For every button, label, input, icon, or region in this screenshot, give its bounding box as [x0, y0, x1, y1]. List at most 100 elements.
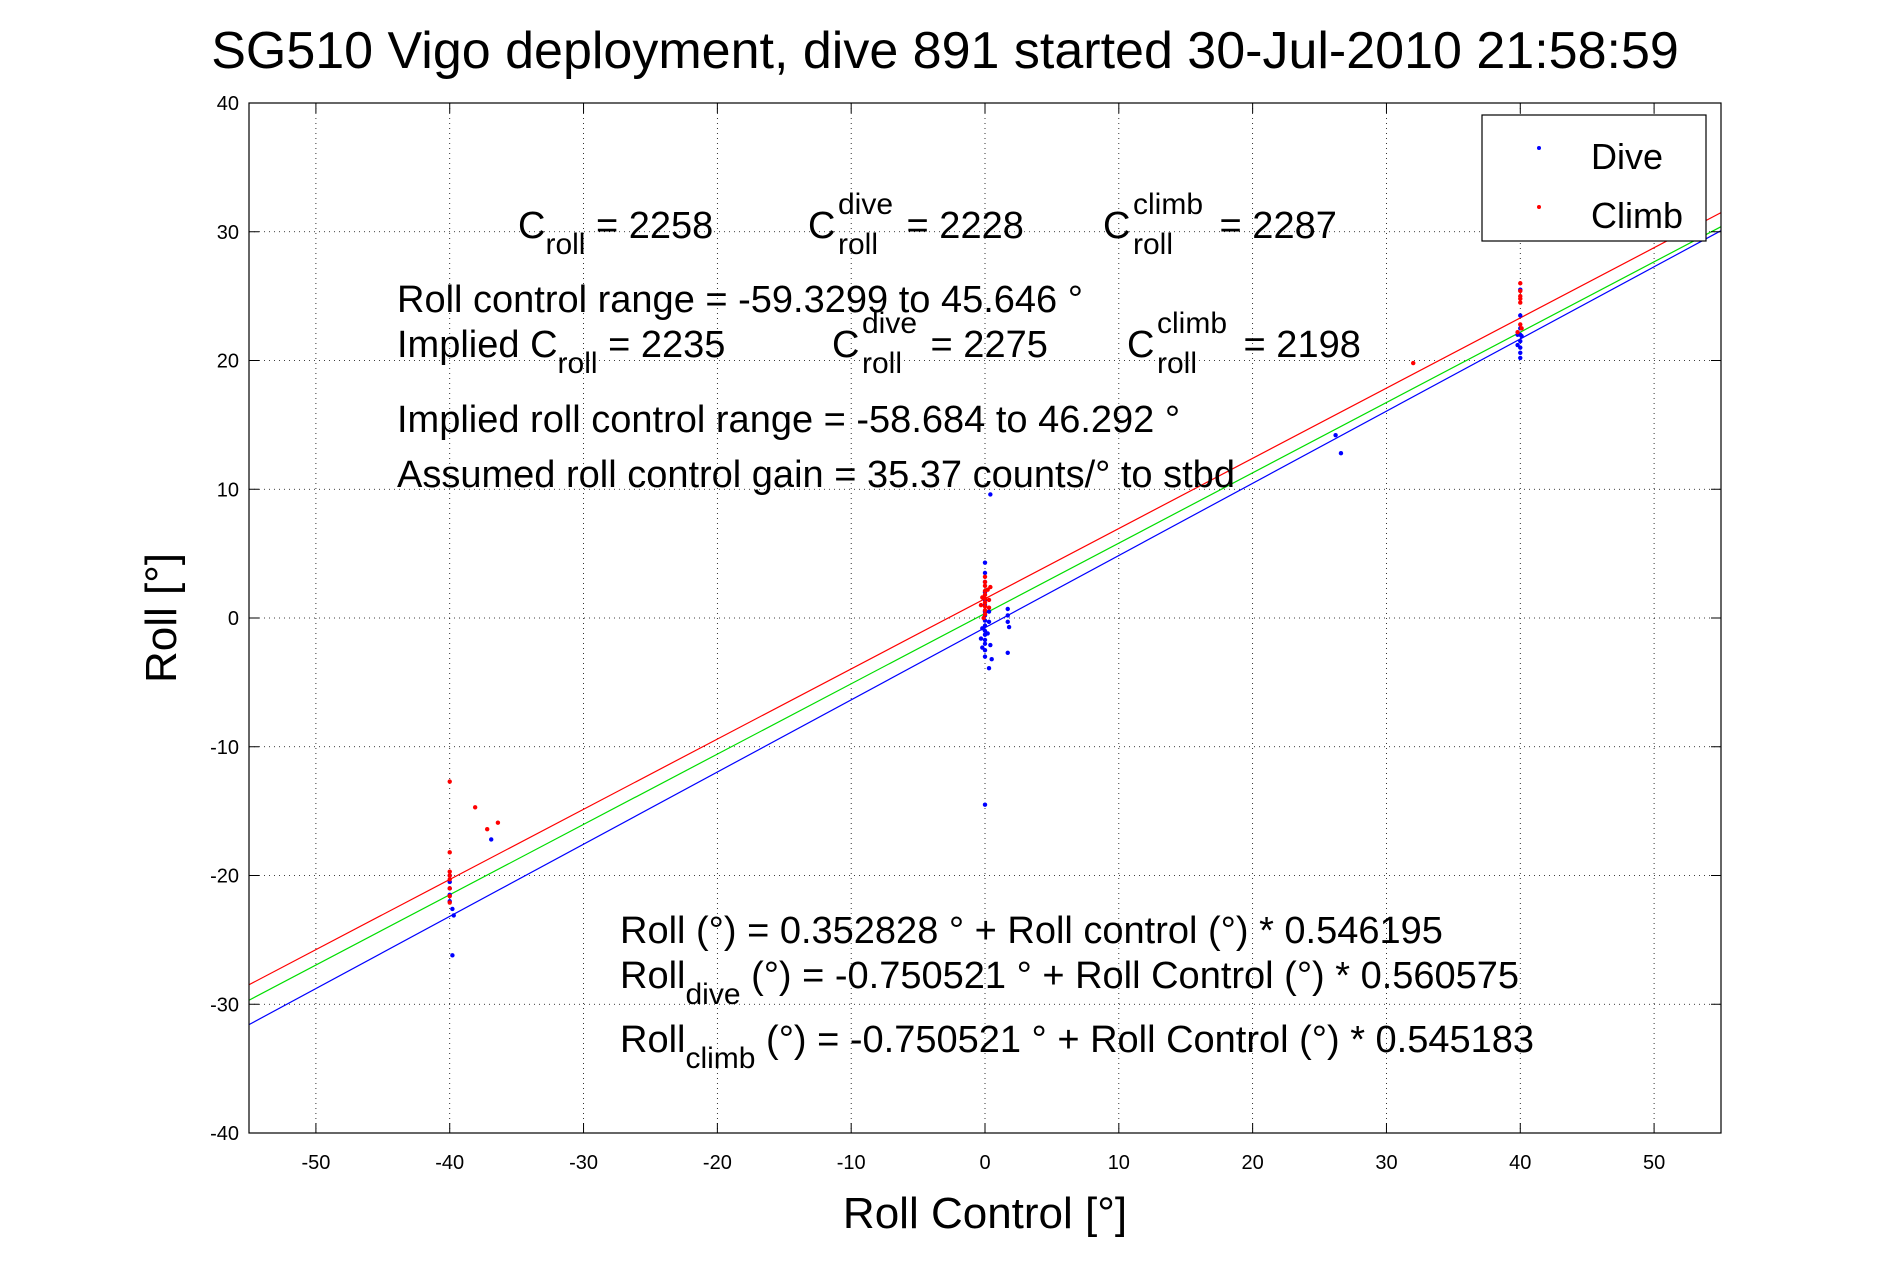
implied-range-text: Implied roll control range = -58.684 to …: [397, 399, 1180, 441]
c-roll-dive-1-sup: dive: [838, 188, 893, 221]
climb-point: [484, 826, 490, 832]
dive-point: [1515, 342, 1520, 348]
dive-point: [985, 631, 990, 636]
c-roll-climb-1-base: C: [1103, 205, 1130, 247]
fit-climb-rest: (°) = -0.750521 ° + Roll Control (°) * 0…: [755, 1019, 1534, 1061]
c-roll-dive-2-sup: dive: [862, 307, 917, 340]
x-tick-label: -50: [301, 1152, 330, 1174]
x-axis-title: Roll Control [°]: [843, 1189, 1127, 1238]
climb-point: [447, 900, 452, 905]
x-tick-label: -40: [435, 1152, 464, 1174]
c-roll-climb-1-value: = 2287: [1209, 205, 1337, 247]
climb-point: [982, 574, 988, 579]
climb-point: [982, 604, 988, 609]
dive-point: [1519, 333, 1524, 339]
climb-point: [986, 597, 992, 603]
dive-point: [1518, 355, 1523, 361]
dive-point: [1006, 624, 1012, 630]
svg-text:Implied Croll = 2235: Implied Croll = 2235: [397, 324, 725, 380]
fit-dive-rest: (°) = -0.750521 ° + Roll Control (°) * 0…: [741, 955, 1520, 997]
c-roll-1-sub: roll: [545, 228, 585, 261]
dive-point: [1005, 650, 1010, 655]
dive-point: [988, 642, 993, 648]
climb-point: [982, 579, 988, 585]
svg-text:Croll = 2258: Croll = 2258: [518, 205, 713, 261]
c-roll-climb-2-sub: roll: [1157, 347, 1197, 380]
dive-point: [1338, 451, 1344, 456]
c-roll-2-base: C: [530, 324, 557, 366]
c-roll-dive-2-sub: roll: [862, 347, 902, 380]
c-roll-dive-1-base: C: [808, 205, 835, 247]
dive-point: [1518, 338, 1523, 344]
dive-point: [986, 619, 992, 625]
dive-point: [1005, 613, 1010, 618]
dive-point: [1518, 313, 1523, 318]
data-points: [447, 281, 1524, 958]
svg-text:Crollclimb = 2198: Croll climb = 2198: [1127, 307, 1361, 380]
climb-point: [447, 779, 452, 784]
svg-text:Crolldive = 2275: Croll dive = 2275: [832, 307, 1048, 380]
climb-point: [447, 893, 452, 899]
dive-point: [1518, 350, 1523, 355]
climb-point: [1518, 300, 1523, 305]
climb-point: [495, 820, 501, 825]
fit-equation-overall: Roll (°) = 0.352828 ° + Roll control (°)…: [620, 910, 1443, 952]
x-tick-label: 30: [1375, 1152, 1397, 1174]
y-tick-label: 20: [217, 351, 239, 373]
x-tick-label: 20: [1242, 1152, 1264, 1174]
climb-point: [982, 600, 988, 605]
fit-climb-base: Roll: [620, 1019, 685, 1061]
climb-point: [1515, 329, 1520, 335]
dive-point: [986, 609, 992, 614]
y-tick-label: 0: [228, 608, 239, 630]
climb-point: [982, 608, 988, 613]
x-tick-label: 10: [1108, 1152, 1130, 1174]
climb-point: [447, 877, 452, 882]
dive-point: [982, 560, 988, 565]
y-tick-label: -40: [210, 1123, 239, 1145]
climb-point: [978, 602, 984, 608]
fit-dive-sub: dive: [685, 978, 740, 1011]
dive-point: [489, 837, 494, 842]
y-tick-label: 40: [217, 93, 239, 115]
climb-point: [981, 615, 986, 621]
climb-point: [447, 873, 452, 878]
dive-point: [451, 913, 456, 918]
implied-prefix: Implied: [397, 324, 530, 366]
y-tick-label: 30: [217, 222, 239, 244]
climb-point: [980, 595, 985, 600]
annotation-c-roll-row2: Implied Croll = 2235 Croll dive = 2275 Cr…: [397, 307, 1361, 380]
climb-point: [1518, 281, 1523, 286]
legend-dive-marker: [1537, 146, 1541, 150]
c-roll-dive-1-sub: roll: [838, 228, 878, 261]
legend-dive-label: Dive: [1591, 136, 1663, 177]
c-roll-climb-1-sup: climb: [1133, 188, 1203, 221]
y-axis-title: Roll [°]: [137, 553, 186, 683]
dive-point: [1333, 432, 1338, 438]
c-roll-dive-2-value: = 2275: [920, 324, 1048, 366]
x-tick-label: -30: [569, 1152, 598, 1174]
axis-ticks: -50 -40 -30 -20 -10 0 10 20 30 40 50 40 30 20 10 0 -10 -2…: [210, 93, 1721, 1174]
c-roll-dive-2-base: C: [832, 324, 859, 366]
dive-point: [982, 570, 988, 576]
climb-point: [1519, 326, 1524, 331]
c-roll-climb-2-base: C: [1127, 324, 1154, 366]
fit-dive-base: Roll: [620, 955, 685, 997]
x-tick-label: -10: [837, 1152, 866, 1174]
y-tick-label: -10: [210, 737, 239, 759]
fit-climb-sub: climb: [685, 1042, 755, 1075]
c-roll-climb-1-sub: roll: [1133, 228, 1173, 261]
dive-point: [980, 645, 985, 650]
dive-point: [982, 637, 988, 643]
svg-text:Crolldive = 2228: Croll dive = 2228: [808, 188, 1024, 261]
dive-point: [1005, 619, 1010, 625]
dive-point: [989, 657, 994, 662]
dive-point: [978, 636, 984, 641]
y-tick-label: 10: [217, 479, 239, 501]
climb-point: [472, 805, 478, 810]
chart-title: SG510 Vigo deployment, dive 891 started …: [211, 22, 1679, 80]
x-tick-label: 40: [1509, 1152, 1531, 1174]
climb-point: [1411, 360, 1416, 366]
svg-text:Crollclimb = 2287: Croll climb = 2287: [1103, 188, 1337, 261]
